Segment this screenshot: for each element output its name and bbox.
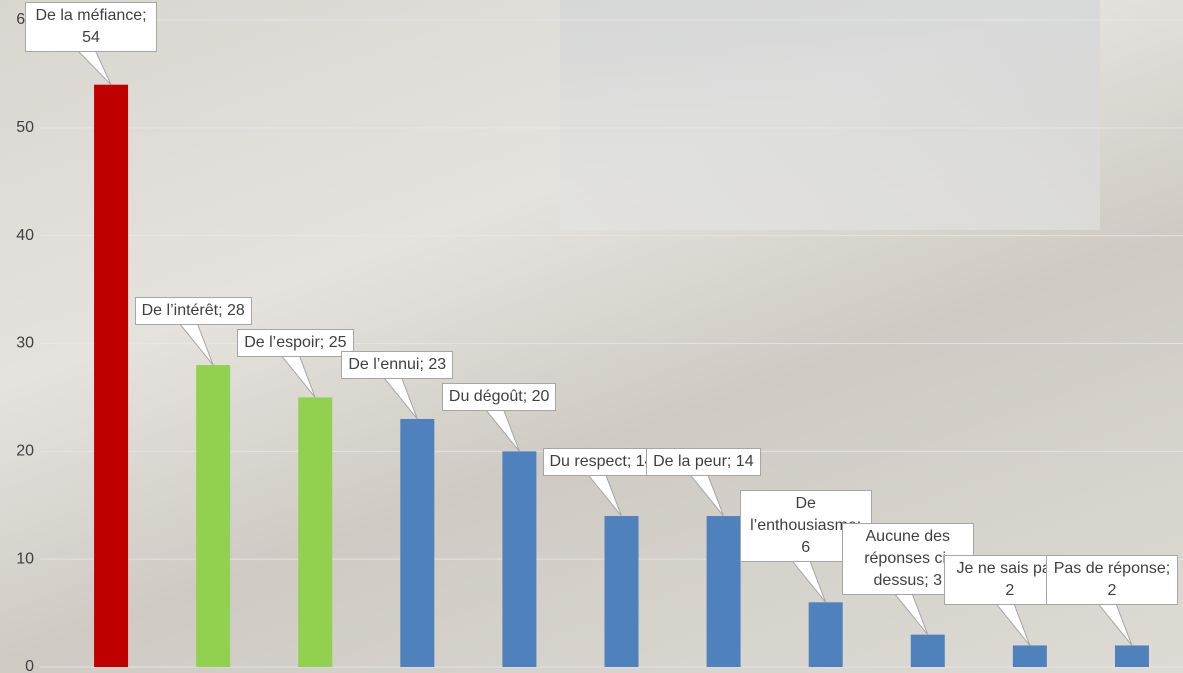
callout-pointer (792, 560, 826, 602)
callout-pointer (485, 409, 519, 451)
bar (809, 602, 843, 667)
bar (707, 516, 741, 667)
y-tick-label: 20 (16, 443, 34, 460)
callout-pointer (77, 50, 111, 85)
data-label: De la méfiance; 54 (25, 2, 157, 52)
bar (605, 516, 639, 667)
y-tick-label: 10 (16, 550, 34, 567)
y-tick-label: 40 (16, 227, 34, 244)
callout-pointer (383, 377, 417, 419)
bar (502, 451, 536, 667)
data-label: Du dégoût; 20 (442, 383, 557, 411)
bar (911, 635, 945, 667)
data-label: Du respect; 14 (543, 448, 661, 476)
callout-pointer (281, 355, 315, 397)
y-tick-label: 30 (16, 335, 34, 352)
data-label: De l’ennui; 23 (341, 351, 453, 379)
callout-pointer (588, 474, 622, 516)
data-label: De l’intérêt; 28 (135, 297, 252, 325)
bar (298, 397, 332, 667)
callout-pointer (1098, 603, 1132, 645)
callout-pointer (996, 603, 1030, 645)
page: 0102030405060 De la méfiance; 54De l’int… (0, 0, 1183, 673)
callout-pointer (179, 323, 213, 365)
data-label: De l’espoir; 25 (237, 329, 353, 357)
bar (196, 365, 230, 667)
y-tick-label: 50 (16, 119, 34, 136)
callout-pointer (894, 593, 928, 635)
callout-pointer (690, 474, 724, 516)
y-tick-label: 0 (25, 658, 34, 673)
data-label: Pas de réponse; 2 (1046, 555, 1178, 605)
data-label: De la peur; 14 (646, 448, 761, 476)
bar (400, 419, 434, 667)
bar (94, 85, 128, 667)
bar (1115, 645, 1149, 667)
bar (1013, 645, 1047, 667)
